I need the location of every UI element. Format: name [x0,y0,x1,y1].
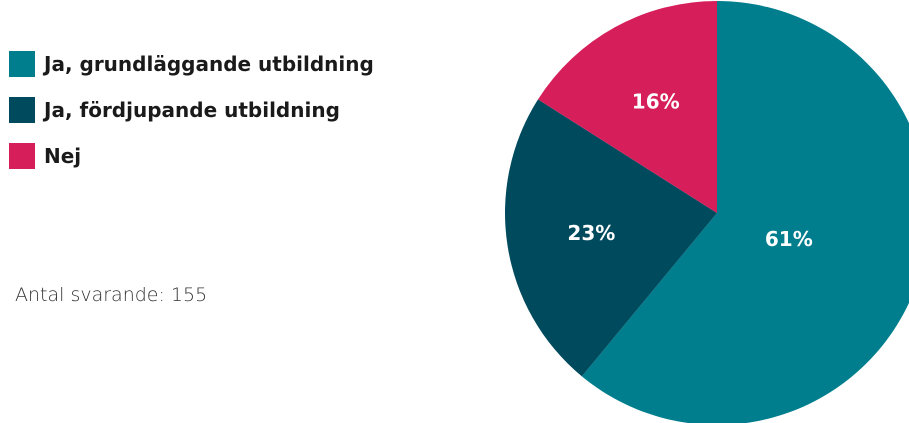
legend-item-grundlaggande: Ja, grundläggande utbildning [9,51,374,77]
legend-item-fordjupande: Ja, fördjupande utbildning [9,97,374,123]
legend-label-nej: Nej [44,144,82,168]
pie-slice-grundlaggande [581,1,909,423]
legend-item-nej: Nej [9,143,374,169]
pie-slice-nej [538,1,717,213]
legend-label-grundlaggande: Ja, grundläggande utbildning [44,52,374,76]
legend-swatch-fordjupande [9,97,35,123]
respondent-count: Antal svarande: 155 [15,284,208,306]
pie-slice-fordjupande [504,99,717,377]
pie-labels: 61% 23% 16% [567,90,812,251]
pie-slices [504,1,909,423]
legend-label-fordjupande: Ja, fördjupande utbildning [44,98,340,122]
legend-swatch-nej [9,143,35,169]
legend: Ja, grundläggande utbildning Ja, fördjup… [9,51,374,189]
legend-swatch-grundlaggande [9,51,35,77]
pie-label-fordjupande: 23% [567,221,615,245]
pie-label-nej: 16% [632,90,680,114]
pie-label-grundlaggande: 61% [765,227,813,251]
